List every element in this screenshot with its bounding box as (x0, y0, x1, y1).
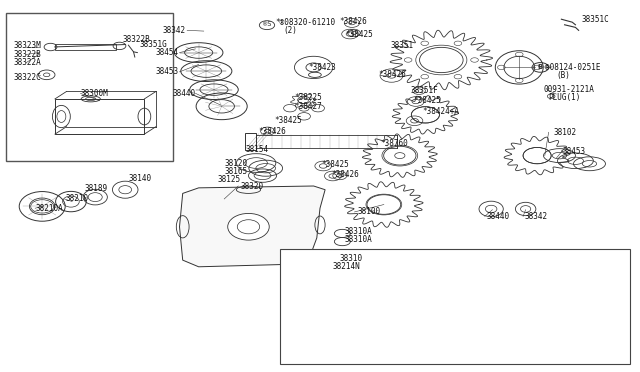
Text: *38424+A: *38424+A (422, 108, 459, 116)
Text: 38120: 38120 (224, 159, 247, 168)
Text: 38322C: 38322C (13, 73, 41, 82)
Bar (6, 13, 173, 161)
Bar (55, 44, 116, 49)
Text: * MARKED PARTS: * MARKED PARTS (288, 282, 349, 288)
Bar (280, 249, 630, 364)
Text: 38453: 38453 (155, 67, 178, 76)
Text: 38165: 38165 (224, 167, 247, 176)
Bar (244, 134, 256, 150)
Text: 38125: 38125 (218, 175, 241, 184)
Text: *38425: *38425 (413, 96, 441, 105)
Text: *38760: *38760 (380, 139, 408, 148)
Text: 38351: 38351 (390, 41, 413, 50)
Text: PLUG(1): PLUG(1) (548, 93, 581, 102)
Text: PART CODE 38420M CONSISTS OF: PART CODE 38420M CONSISTS OF (288, 308, 411, 314)
Text: *38426: *38426 (339, 17, 367, 26)
Text: 38322A: 38322A (13, 58, 41, 67)
Text: (B): (B) (556, 71, 570, 80)
Text: PART CODE 38421S CONSISTS OF: PART CODE 38421S CONSISTS OF (288, 270, 411, 276)
Text: 38351G: 38351G (140, 40, 168, 49)
Text: *®08320-61210: *®08320-61210 (275, 19, 335, 28)
Text: 38320: 38320 (241, 182, 264, 190)
Text: 38440: 38440 (172, 89, 195, 98)
Text: 38210A: 38210A (35, 204, 63, 213)
Text: 38310: 38310 (339, 254, 362, 263)
Text: *38425: *38425 (321, 160, 349, 169)
Text: 38102: 38102 (554, 128, 577, 137)
Text: 38210: 38210 (66, 195, 89, 203)
Text: 38300M: 38300M (81, 89, 108, 98)
Text: 38322B: 38322B (13, 49, 41, 58)
Text: 38214N: 38214N (333, 262, 360, 270)
Polygon shape (179, 186, 325, 267)
Ellipse shape (228, 214, 269, 240)
Text: 38322B: 38322B (122, 35, 150, 44)
Text: 38100: 38100 (357, 208, 380, 217)
Text: *380A 0P39: *380A 0P39 (288, 345, 415, 352)
Text: 38342: 38342 (524, 212, 547, 221)
Text: *38426: *38426 (332, 170, 359, 179)
Text: 38453: 38453 (563, 147, 586, 156)
Text: *38423: *38423 (308, 63, 336, 72)
Text: 38154: 38154 (246, 145, 269, 154)
Text: *38427: *38427 (294, 102, 322, 111)
Text: *38425: *38425 (274, 116, 302, 125)
Text: 38310A: 38310A (344, 235, 372, 244)
Text: 38323M: 38323M (13, 41, 41, 50)
Text: 00931-2121A: 00931-2121A (543, 85, 595, 94)
Text: 38189: 38189 (85, 185, 108, 193)
Text: 38440: 38440 (486, 212, 509, 221)
Text: ®S: ®S (263, 21, 271, 27)
Text: *38225: *38225 (294, 93, 322, 102)
Text: *38426: *38426 (259, 126, 287, 136)
Text: (INCRUDING PART CODE 38421S): (INCRUDING PART CODE 38421S) (288, 333, 411, 339)
Text: B: B (538, 64, 543, 70)
Text: 38351F: 38351F (411, 86, 438, 95)
Text: NOTE<2>: NOTE<2> (288, 295, 319, 301)
Text: 38310A: 38310A (344, 227, 372, 236)
Text: 38140: 38140 (129, 174, 152, 183)
Text: 38351C: 38351C (582, 15, 609, 24)
Text: 38454: 38454 (155, 48, 178, 57)
Text: 38342: 38342 (163, 26, 186, 35)
Text: × MARKED PARTS: × MARKED PARTS (288, 320, 349, 326)
Text: (2): (2) (283, 26, 297, 35)
Text: NOTE<1>: NOTE<1> (288, 257, 319, 263)
Bar (55, 99, 145, 134)
Text: *38425: *38425 (346, 29, 373, 39)
Text: *38426: *38426 (379, 70, 406, 79)
Text: ®08124-0251E: ®08124-0251E (545, 63, 600, 72)
